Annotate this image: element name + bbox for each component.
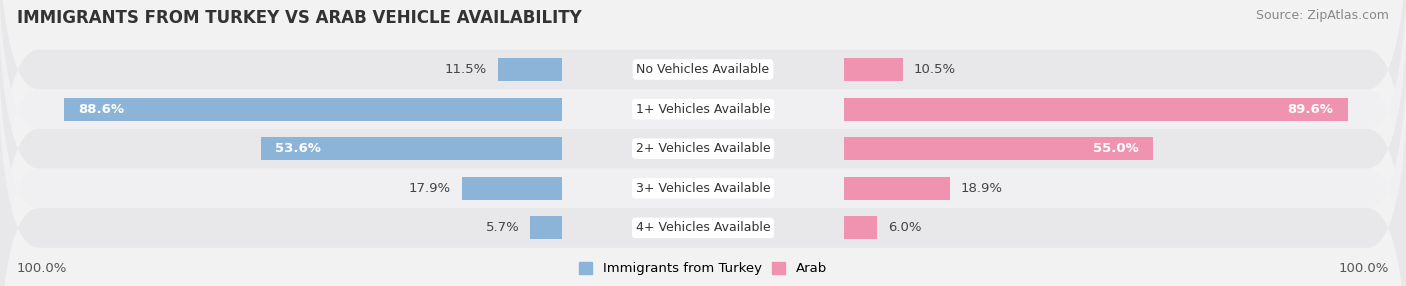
FancyBboxPatch shape	[0, 10, 1406, 286]
Text: 100.0%: 100.0%	[17, 262, 67, 275]
Text: Source: ZipAtlas.com: Source: ZipAtlas.com	[1256, 9, 1389, 21]
Text: 10.5%: 10.5%	[914, 63, 955, 76]
Text: 88.6%: 88.6%	[79, 103, 124, 116]
Bar	[498, 58, 562, 81]
Text: 100.0%: 100.0%	[1339, 262, 1389, 275]
Text: 3+ Vehicles Available: 3+ Vehicles Available	[636, 182, 770, 195]
Text: No Vehicles Available: No Vehicles Available	[637, 63, 769, 76]
Legend: Immigrants from Turkey, Arab: Immigrants from Turkey, Arab	[575, 258, 831, 279]
Text: 89.6%: 89.6%	[1288, 103, 1333, 116]
Bar	[262, 137, 562, 160]
Bar	[844, 177, 950, 200]
Text: 4+ Vehicles Available: 4+ Vehicles Available	[636, 221, 770, 235]
Text: 6.0%: 6.0%	[889, 221, 921, 235]
Text: IMMIGRANTS FROM TURKEY VS ARAB VEHICLE AVAILABILITY: IMMIGRANTS FROM TURKEY VS ARAB VEHICLE A…	[17, 9, 582, 27]
Text: 1+ Vehicles Available: 1+ Vehicles Available	[636, 103, 770, 116]
Bar	[844, 58, 903, 81]
Text: 55.0%: 55.0%	[1092, 142, 1139, 155]
Bar	[65, 98, 562, 121]
Bar	[844, 217, 877, 239]
Bar	[844, 98, 1347, 121]
Text: 5.7%: 5.7%	[486, 221, 520, 235]
Text: 53.6%: 53.6%	[276, 142, 321, 155]
Bar	[530, 217, 562, 239]
Text: 18.9%: 18.9%	[960, 182, 1002, 195]
Text: 17.9%: 17.9%	[409, 182, 451, 195]
Bar	[844, 137, 1153, 160]
Text: 2+ Vehicles Available: 2+ Vehicles Available	[636, 142, 770, 155]
Text: 11.5%: 11.5%	[444, 63, 486, 76]
Bar	[461, 177, 562, 200]
